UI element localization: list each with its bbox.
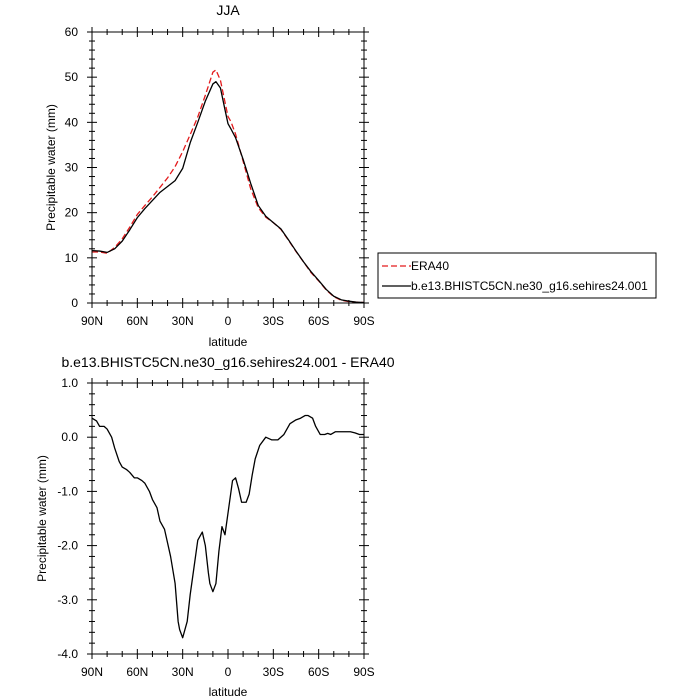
y-tick-label: 0.0 xyxy=(61,430,78,444)
y-tick-label: -1.0 xyxy=(57,484,78,498)
y-tick-label: 60 xyxy=(65,25,79,39)
x-tick-labels: 90N 60N 30N 0 30S 60S 90S xyxy=(81,314,375,328)
series-line-era40 xyxy=(92,69,365,304)
legend-box xyxy=(377,252,657,299)
precipitable-water-chart: JJA 90N 60N 30N 0 30S 60S 90S 0 10 20 30 40 50 60 la… xyxy=(44,2,375,349)
series-line-difference xyxy=(91,414,364,639)
y-tick-label: 20 xyxy=(65,206,79,220)
x-tick-label: 30N xyxy=(172,665,194,679)
x-tick-label: 60S xyxy=(308,314,329,328)
x-tick-label: 0 xyxy=(225,314,232,328)
x-tick-label: 90S xyxy=(353,665,374,679)
tick-marks xyxy=(87,27,369,308)
series-lines xyxy=(91,414,364,639)
y-tick-label: 10 xyxy=(65,251,79,265)
x-tick-label: 0 xyxy=(225,665,232,679)
x-axis-label: latitude xyxy=(209,335,248,349)
legend-label-model: b.e13.BHISTC5CN.ne30_g16.sehires24.001 xyxy=(411,279,648,293)
x-tick-label: 90S xyxy=(353,314,374,328)
series-line-model xyxy=(91,81,365,304)
tick-marks xyxy=(87,378,369,659)
x-tick-label: 30S xyxy=(263,665,284,679)
plot-frame xyxy=(91,382,365,655)
x-tick-label: 60N xyxy=(126,314,148,328)
x-tick-label: 30S xyxy=(263,314,284,328)
y-tick-label: 1.0 xyxy=(61,376,78,390)
series-lines xyxy=(91,69,365,304)
y-tick-label: 0 xyxy=(71,296,78,310)
x-tick-label: 90N xyxy=(81,665,103,679)
x-axis-label: latitude xyxy=(209,685,248,699)
chart-title: b.e13.BHISTC5CN.ne30_g16.sehires24.001 -… xyxy=(61,354,394,370)
plot-frame xyxy=(91,31,365,304)
x-tick-label: 90N xyxy=(81,314,103,328)
legend: ERA40 b.e13.BHISTC5CN.ne30_g16.sehires24… xyxy=(377,252,657,299)
y-tick-labels: -4.0 -3.0 -2.0 -1.0 0.0 1.0 xyxy=(57,376,78,661)
x-tick-label: 30N xyxy=(172,314,194,328)
y-tick-label: -4.0 xyxy=(57,647,78,661)
y-tick-labels: 0 10 20 30 40 50 60 xyxy=(65,25,79,310)
x-tick-label: 60S xyxy=(308,665,329,679)
y-tick-label: 50 xyxy=(65,70,79,84)
y-tick-label: 40 xyxy=(65,115,79,129)
y-axis-label: Precipitable water (mm) xyxy=(44,104,58,231)
y-tick-label: -3.0 xyxy=(57,593,78,607)
y-axis-label: Precipitable water (mm) xyxy=(35,455,49,582)
legend-label-era40: ERA40 xyxy=(411,259,449,273)
chart-title: JJA xyxy=(216,2,240,18)
y-tick-label: -2.0 xyxy=(57,539,78,553)
y-tick-label: 30 xyxy=(65,161,79,175)
difference-chart: b.e13.BHISTC5CN.ne30_g16.sehires24.001 -… xyxy=(35,354,395,699)
x-tick-labels: 90N 60N 30N 0 30S 60S 90S xyxy=(81,665,375,679)
x-tick-label: 60N xyxy=(126,665,148,679)
